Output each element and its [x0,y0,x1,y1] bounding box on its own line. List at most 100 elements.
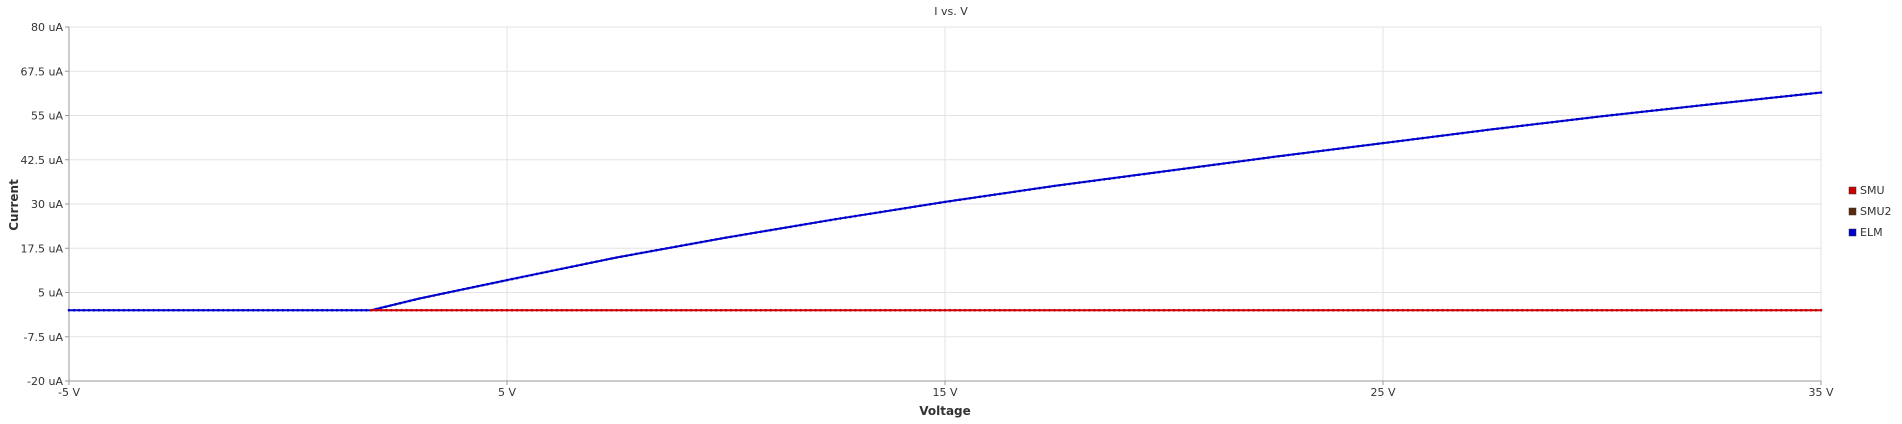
data-point-elm [187,308,190,312]
data-point-smu [485,308,489,312]
data-point-elm [908,206,912,209]
data-point-elm [1202,164,1206,168]
data-point-smu [1670,308,1673,312]
data-point-smu [1555,308,1559,312]
data-point-elm [1312,150,1315,154]
y-tick-label: 80 uA [31,21,63,34]
data-point-elm [1501,126,1504,130]
data-point-elm [1550,120,1554,124]
series-lines [67,91,1823,312]
series-elm [67,91,1823,312]
data-point-smu [978,308,982,312]
data-point-elm [1197,165,1201,169]
data-point-smu [1207,308,1211,312]
data-point-smu [1137,308,1141,312]
data-point-elm [1013,190,1016,193]
data-point-elm [729,235,733,239]
data-point-elm [1043,186,1046,189]
data-point-elm [545,270,549,274]
data-point-smu [635,308,638,312]
data-point-smu [1147,308,1151,312]
data-point-smu [605,308,608,312]
data-point-elm [241,308,245,312]
data-point-elm [1779,95,1783,98]
data-point-elm [1730,100,1733,104]
data-point-smu [595,308,598,312]
data-point-elm [1710,102,1713,106]
data-point-elm [774,228,778,231]
data-point-smu [714,308,718,312]
data-point-elm [903,206,907,210]
data-point-elm [197,308,200,312]
data-point-elm [389,304,392,307]
data-point-elm [1356,144,1360,148]
data-point-smu [809,308,812,312]
data-point-elm [1222,162,1225,165]
y-tick-label: 67.5 uA [21,65,64,78]
data-point-elm [998,192,1002,196]
data-point-smu [1197,308,1201,312]
x-axis-label: Voltage [919,404,971,418]
data-point-smu [1028,308,1031,312]
data-point-smu [460,308,464,312]
data-point-elm [127,308,130,312]
data-point-smu [535,308,539,312]
data-point-elm [296,308,300,312]
data-point-elm [1227,161,1230,165]
data-point-elm [1003,191,1006,195]
data-point-elm [615,256,618,259]
data-point-elm [704,239,708,243]
data-point-elm [1346,146,1350,149]
data-point-elm [1386,141,1390,144]
data-point-smu [1008,308,1011,312]
data-point-elm [709,239,713,242]
data-point-elm [1292,153,1295,156]
data-point-smu [983,308,987,312]
data-point-elm [486,282,489,286]
data-point-elm [650,249,653,253]
data-point-smu [1685,308,1688,312]
data-point-smu [1103,308,1106,312]
data-point-elm [162,308,165,312]
data-point-elm [1774,96,1778,99]
data-point-smu [1550,308,1554,312]
data-point-smu [560,308,564,312]
data-point-elm [1112,176,1116,180]
data-point-smu [1177,308,1181,312]
data-point-elm [1063,183,1066,186]
data-point-elm [1466,131,1469,134]
data-point-smu [565,308,568,312]
data-point-elm [1272,155,1275,159]
data-point-smu [1157,308,1161,312]
data-point-smu [1217,308,1221,312]
data-point-elm [266,308,270,312]
data-point-smu [918,308,922,312]
data-point-smu [1436,308,1440,312]
data-point-elm [1207,164,1211,167]
data-point-elm [82,308,86,312]
data-point-smu [1013,308,1016,312]
data-point-elm [829,218,832,222]
data-point-elm [1600,114,1604,118]
data-point-smu [1615,308,1619,312]
data-point-smu [938,308,942,312]
data-point-smu [1247,308,1250,312]
data-point-smu [1735,308,1738,312]
data-point-smu [1003,308,1006,312]
data-point-elm [437,293,441,296]
data-point-elm [560,267,564,271]
data-point-smu [1356,308,1360,312]
data-point-smu [1675,308,1678,312]
data-point-elm [1317,150,1320,153]
data-point-elm [884,210,887,213]
data-point-smu [744,308,748,312]
data-point-smu [1740,308,1743,312]
data-point-elm [1376,142,1380,145]
data-point-smu [943,308,947,312]
data-point-smu [869,308,872,312]
data-point-elm [1789,94,1793,97]
data-point-smu [425,308,428,312]
data-point-elm [398,301,402,305]
data-point-smu [953,308,957,312]
data-point-elm [1794,93,1798,97]
